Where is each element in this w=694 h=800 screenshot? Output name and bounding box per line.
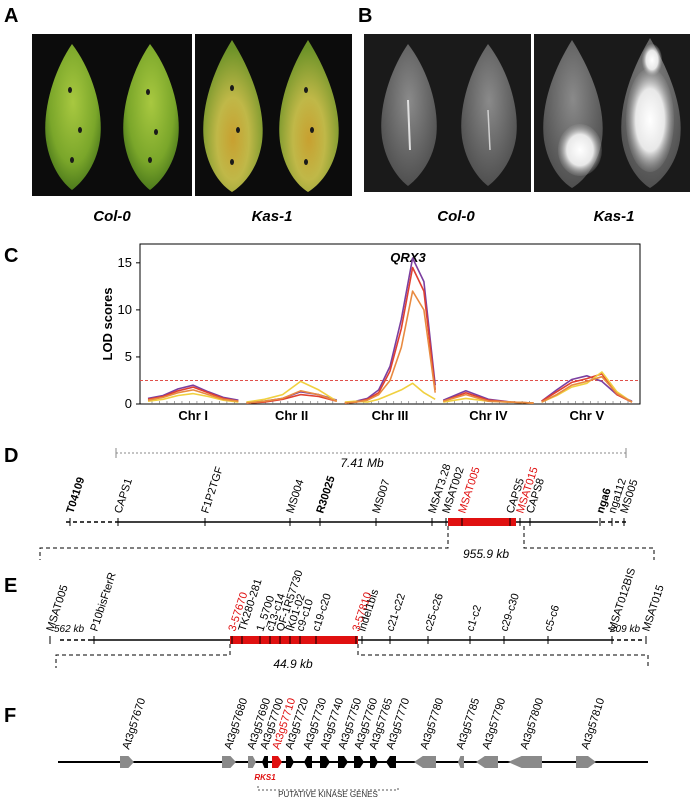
chr-label-2: Chr II <box>275 408 308 423</box>
lod-series-2-chr-3 <box>344 382 436 403</box>
lod-series-1-chr-5 <box>541 373 633 403</box>
lod-series-3-chr-1 <box>147 389 239 402</box>
lod-chart: LOD scores QRX3 0 5 10 15 Chr I Chr II Chr II… <box>100 243 641 423</box>
d-span-label: 7.41 Mb <box>340 456 384 470</box>
panel-b-photos <box>364 34 690 192</box>
gene-arrow-10 <box>370 756 378 768</box>
panel-a-photos <box>32 34 352 196</box>
e-sub-interval: 44.9 kb <box>273 657 313 671</box>
d-marker-3: MS004 <box>284 478 306 515</box>
gene-arrow-15 <box>508 756 542 768</box>
caption-a-col0: Col-0 <box>93 208 131 225</box>
gene-arrow-12 <box>414 756 436 768</box>
gene-arrow-16 <box>576 756 596 768</box>
lod-series-1-chr-3 <box>344 266 436 404</box>
gene-arrow-6 <box>304 756 312 768</box>
y-tick-label-1: 5 <box>125 349 132 364</box>
e-marker-13: c25-c26 <box>422 592 446 633</box>
gene-arrow-11 <box>386 756 396 768</box>
e-marker-18: MSAT015 <box>640 583 666 632</box>
gene-arrow-13 <box>458 756 464 768</box>
e-marker-17: MSAT012BIS <box>606 567 638 633</box>
gene-label-14: At3g57790 <box>480 697 508 751</box>
chr-label-1: Chr I <box>178 408 208 423</box>
y-tick-label-0: 0 <box>125 396 132 411</box>
gene-arrow-3 <box>262 756 268 768</box>
e-right-distance: 209 kb <box>609 624 640 635</box>
e-marker-16: c5-c6 <box>542 604 562 633</box>
chr-label-5: Chr V <box>569 408 604 423</box>
gene-label-12: At3g57780 <box>418 697 446 751</box>
gene-arrow-4 <box>272 756 282 768</box>
kinase-bracket-label: PUTATIVE KINASE GENES <box>278 790 378 799</box>
d-candidate-interval <box>448 518 516 526</box>
d-marker-0: T04109 <box>64 476 87 515</box>
gene-arrow-2 <box>248 756 256 768</box>
chart-title: QRX3 <box>390 250 426 265</box>
y-tick-label-3: 15 <box>118 255 132 270</box>
d-marker-4: R30025 <box>314 475 337 515</box>
gene-arrow-14 <box>476 756 498 768</box>
caption-b-kas1: Kas-1 <box>594 208 635 225</box>
lod-series-0-chr-3 <box>344 257 436 404</box>
y-tick-label-2: 10 <box>118 302 132 317</box>
lod-series-0-chr-1 <box>147 384 239 401</box>
panel-d-map: 7.41 Mb T04109 CAPS1 F1P2TGF MS004 R30025 MS0… <box>39 448 655 561</box>
chart-frame <box>139 243 641 405</box>
e-marker-1: P10bisFterR <box>88 571 118 633</box>
gene-arrow-5 <box>286 756 294 768</box>
chr-label-3: Chr III <box>372 408 409 423</box>
panel-label-d: D <box>4 445 18 467</box>
lod-series-3-chr-5 <box>541 375 633 403</box>
lod-series-3-chr-4 <box>442 393 534 404</box>
gene-label-15: At3g57800 <box>518 697 546 751</box>
panel-e-map: 562 kb 209 kb MSAT005 P10bisFterR 3-57670T… <box>44 567 666 671</box>
lod-series-2-chr-2 <box>246 380 338 403</box>
gene-label-0: At3g57670 <box>120 697 148 751</box>
rks1-label: RKS1 <box>254 773 276 782</box>
panel-label-a: A <box>4 5 18 27</box>
gene-label-16: At3g57810 <box>579 697 607 751</box>
lod-series-2-chr-5 <box>541 371 633 403</box>
d-marker-2: F1P2TGF <box>199 465 225 515</box>
d-marker-1: CAPS1 <box>112 477 135 515</box>
lod-series-3-chr-2 <box>246 390 338 404</box>
d-marker-5: MS007 <box>370 478 392 515</box>
e-marker-14: c1-c2 <box>464 604 484 633</box>
gene-arrow-1 <box>222 756 236 768</box>
e-left-distance: 562 kb <box>54 624 84 635</box>
e-candidate-interval <box>230 636 358 644</box>
chr-label-4: Chr IV <box>469 408 508 423</box>
panel-label-b: B <box>358 5 372 27</box>
gene-arrow-9 <box>354 756 364 768</box>
lod-series-0-chr-5 <box>541 375 633 402</box>
panel-label-f: F <box>4 705 16 727</box>
caption-a-kas1: Kas-1 <box>252 208 293 225</box>
e-marker-15: c29-c30 <box>498 592 522 633</box>
panel-label-c: C <box>4 245 18 267</box>
panel-label-e: E <box>4 575 17 597</box>
caption-b-col0: Col-0 <box>437 208 475 225</box>
e-marker-9: c19-c20 <box>310 592 334 633</box>
gene-label-13: At3g57785 <box>454 697 482 751</box>
gene-arrow-0 <box>120 756 134 768</box>
lod-series-3-chr-3 <box>344 290 436 404</box>
gene-arrow-8 <box>338 756 348 768</box>
panel-f-genes: At3g57670 At3g57680At3g57690At3g57700At3g… <box>58 697 648 799</box>
lod-series-1-chr-1 <box>147 386 239 402</box>
lod-series-2-chr-1 <box>147 392 239 403</box>
e-marker-12: c21-c22 <box>384 592 408 633</box>
d-sub-interval: 955.9 kb <box>463 547 509 561</box>
gene-arrow-7 <box>320 756 330 768</box>
y-axis-label: LOD scores <box>100 288 115 361</box>
